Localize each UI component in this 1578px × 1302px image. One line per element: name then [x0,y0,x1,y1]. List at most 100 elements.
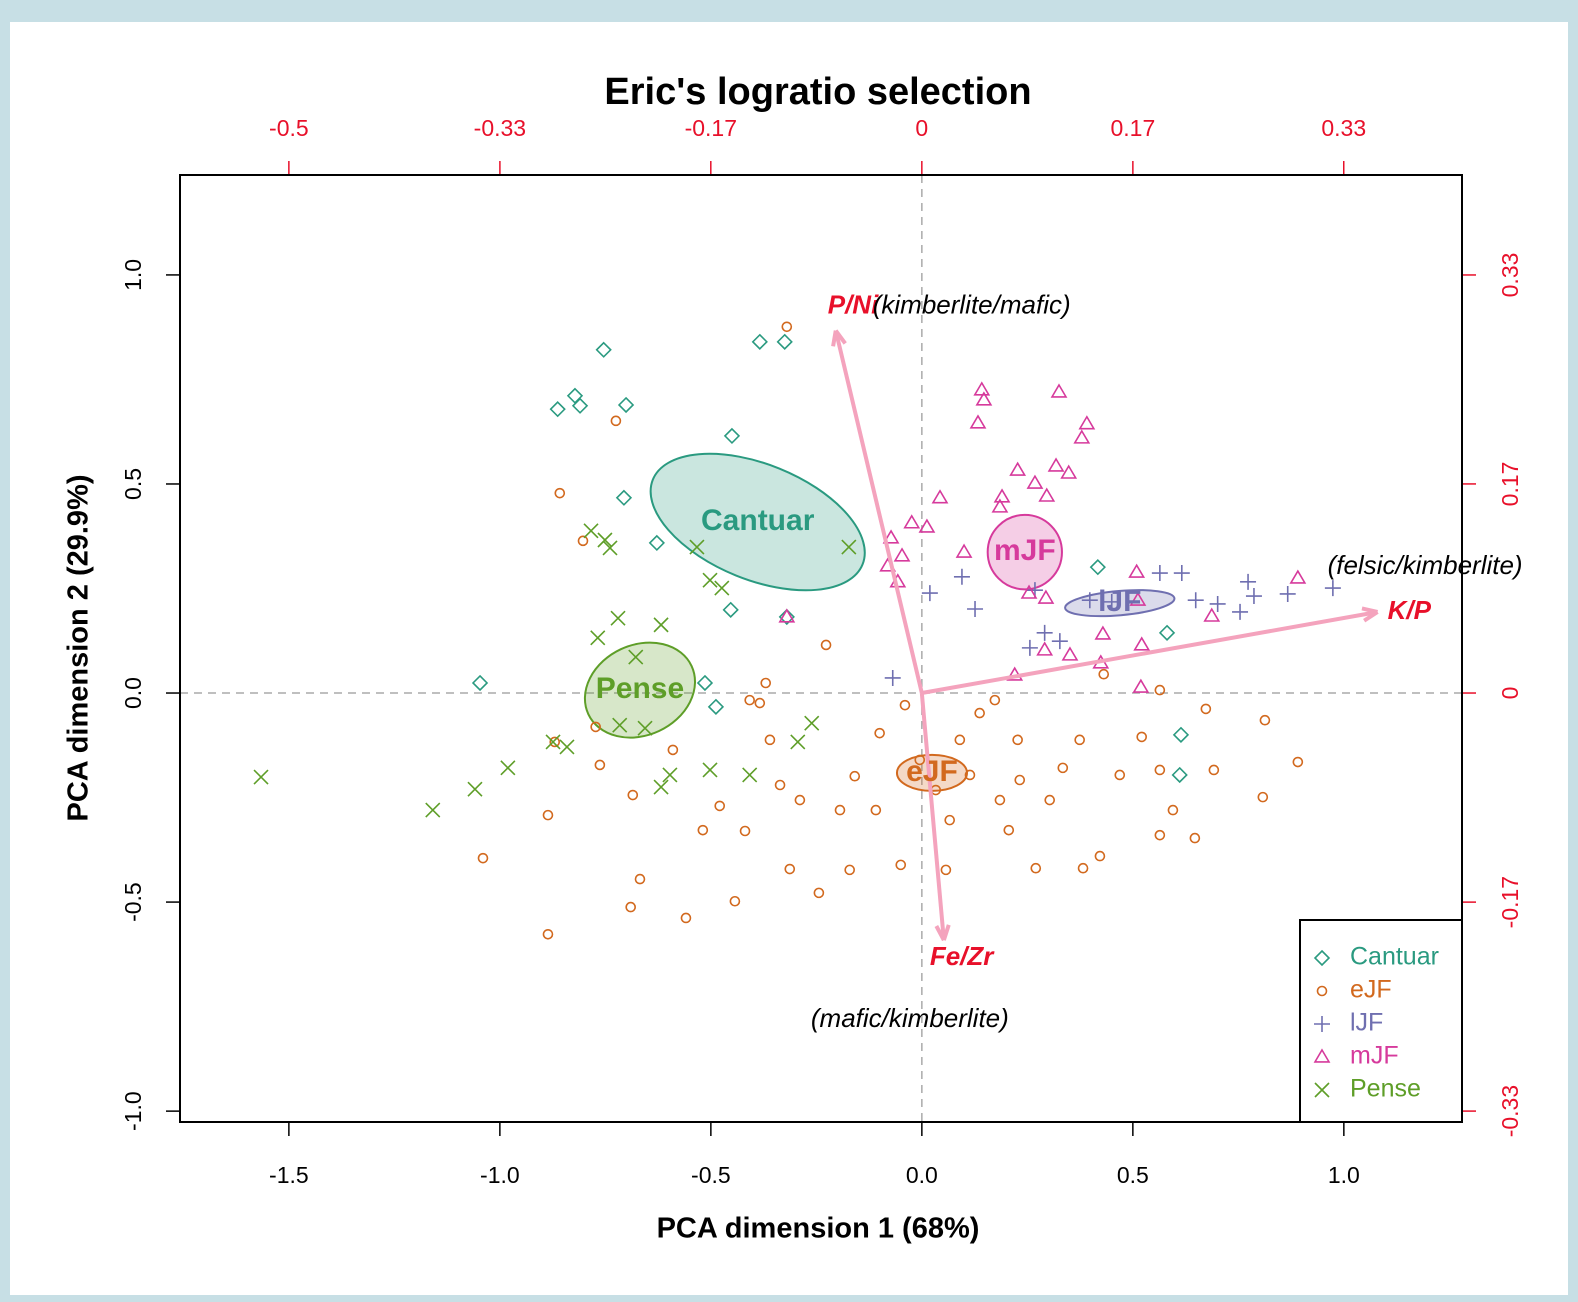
point [964,769,976,781]
point [973,381,991,396]
point [1061,646,1079,661]
x2-tick-label: -0.5 [269,115,309,141]
point [595,341,612,358]
point [1173,565,1190,582]
x-tick-label: -1.5 [269,1162,309,1188]
point [500,760,516,776]
point [940,864,952,876]
point [744,694,755,706]
point [610,415,622,427]
point [899,699,911,711]
point [1292,756,1304,768]
point [1154,764,1166,776]
point [778,608,795,626]
point [1047,457,1065,472]
point [820,639,832,651]
x2-tick-label: -0.17 [685,115,737,141]
x-axis-label: PCA dimension 1 (68%) [657,1213,980,1245]
legend-marker [1313,949,1331,967]
point [764,734,776,746]
point [653,779,669,795]
point [559,739,575,755]
point [729,895,741,907]
point [944,814,956,826]
point [1171,766,1188,784]
point [1060,464,1078,479]
point [680,912,692,924]
point [1257,791,1269,803]
point [1020,584,1038,599]
point [974,707,985,719]
point [794,794,806,806]
point [804,715,820,731]
loading-note: (kimberlite/mafic) [873,289,1071,319]
point [841,539,857,555]
legend-label: Pense [1350,1075,1421,1103]
point [1037,589,1055,604]
chart-title: Eric's logratio selection [604,71,1031,113]
point [615,489,633,506]
loading-label: K/P [1388,595,1432,625]
legend-label: mJF [1350,1042,1399,1070]
legend-marker [1314,1082,1330,1098]
point [1133,636,1151,651]
point [849,770,861,782]
point [667,744,679,756]
group-label: eJF [906,755,958,788]
point [637,720,653,736]
point [778,608,796,623]
point [707,698,725,715]
point [542,809,554,821]
point [1014,774,1026,786]
point [1232,603,1249,620]
point [467,781,483,797]
point [921,585,938,602]
point [471,674,489,692]
point [1114,769,1126,781]
point [554,487,566,499]
point [1132,678,1150,693]
point [662,767,678,783]
y2-tick-label: 0.17 [1497,462,1523,507]
arrow-head [1361,606,1379,623]
legend-label: eJF [1350,976,1392,1004]
point [477,852,489,864]
y-axis-label: PCA dimension 2 (29.9%) [63,474,95,821]
point [1098,668,1110,680]
loading-label: Fe/Zr [930,941,995,971]
point [1103,593,1120,610]
point [612,717,628,733]
x-tick-label: -0.5 [691,1162,731,1188]
point [1154,684,1166,696]
point [1094,625,1112,640]
point [590,630,606,646]
legend-marker [1316,985,1328,997]
point [1259,714,1271,726]
point [1151,565,1168,582]
point [648,534,665,552]
point [545,734,561,750]
point [1044,794,1056,806]
point [1187,592,1204,609]
group-label: lJF [1098,585,1141,618]
point [918,518,936,533]
point [1245,588,1262,605]
y2-tick-label: -0.17 [1497,876,1523,928]
plot-frame [179,174,1463,1123]
point [969,414,987,429]
point [1073,429,1091,444]
point [1036,624,1053,641]
point [590,721,601,733]
loading-note: (felsic/kimberlite) [1328,550,1523,580]
point [1128,563,1146,578]
arrow-head [831,329,847,347]
point [627,789,639,801]
point [1158,624,1176,641]
point [1189,832,1201,844]
x-tick-label: 0.0 [906,1162,938,1188]
point [594,759,606,771]
group-label: Pense [596,672,684,705]
point [1078,415,1096,430]
group-label: mJF [994,534,1056,567]
